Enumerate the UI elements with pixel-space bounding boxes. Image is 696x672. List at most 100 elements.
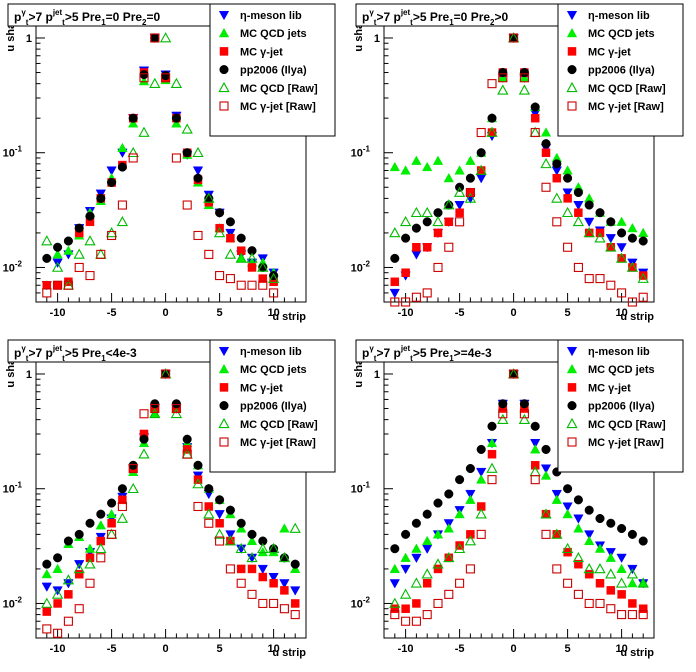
- data-point: [74, 569, 84, 579]
- data-point: [637, 577, 649, 588]
- data-point: [509, 369, 519, 379]
- legend-label: MC QCD jets: [240, 28, 307, 40]
- data-point: [595, 513, 605, 524]
- data-point: [530, 475, 540, 485]
- series-qcd_raw: [41, 32, 280, 290]
- data-point: [247, 529, 257, 539]
- legend-label: MC QCD [Raw]: [588, 419, 666, 431]
- data-point: [74, 223, 84, 233]
- data-point: [574, 208, 583, 217]
- x-tick-label: 0: [511, 307, 517, 319]
- data-point: [390, 253, 400, 263]
- data-point: [551, 489, 562, 500]
- data-point: [411, 616, 421, 626]
- data-point: [475, 164, 487, 175]
- data-point: [432, 215, 444, 227]
- data-point: [562, 508, 573, 519]
- data-point: [139, 73, 149, 83]
- data-point: [615, 577, 628, 588]
- data-point: [509, 33, 519, 43]
- y-tick-label: 10-2: [3, 259, 23, 274]
- data-point: [401, 268, 410, 277]
- x-tick-label: 10: [615, 643, 627, 655]
- legend-label: MC γ-jet [Raw]: [588, 101, 664, 113]
- data-point: [161, 73, 171, 83]
- x-tick-label: 5: [217, 643, 223, 655]
- legend-marker: [218, 346, 230, 357]
- data-point: [616, 563, 627, 573]
- title-box: pγt>7 pjett>5 Pre1>=4e-3: [355, 339, 587, 363]
- data-point: [215, 271, 225, 281]
- data-markers: [389, 32, 649, 307]
- data-point: [171, 403, 181, 414]
- data-point: [476, 467, 487, 478]
- data-point: [541, 139, 551, 149]
- data-point: [486, 462, 498, 473]
- data-point: [118, 495, 127, 505]
- data-point: [487, 449, 497, 459]
- data-point: [530, 421, 540, 431]
- data-point: [444, 489, 454, 499]
- data-point: [453, 186, 466, 197]
- data-point: [606, 280, 616, 290]
- data-point: [107, 230, 117, 241]
- data-point: [497, 84, 509, 95]
- data-point: [433, 262, 443, 273]
- legend-frame: [209, 339, 336, 473]
- data-point: [171, 118, 182, 128]
- data-point: [269, 288, 279, 298]
- data-point: [149, 77, 161, 88]
- data-point: [530, 461, 540, 470]
- data-point: [628, 599, 637, 608]
- data-point: [85, 518, 95, 528]
- x-tick-label: -5: [455, 307, 465, 319]
- data-point: [638, 604, 648, 613]
- legend: η-meson lib MC QCD jets MC γ-jet pp2006 (Il…: [557, 3, 684, 137]
- data-point: [214, 510, 225, 520]
- data-point: [192, 478, 204, 489]
- data-point: [389, 161, 400, 172]
- data-point: [464, 535, 477, 546]
- data-point: [498, 73, 508, 83]
- data-point: [455, 475, 465, 485]
- legend: η-meson lib MC QCD jets MC γ-jet pp2006 (Il…: [209, 339, 336, 473]
- data-point: [280, 586, 289, 595]
- data-point: [236, 518, 246, 528]
- data-point: [389, 288, 400, 299]
- legend-marker: [567, 401, 577, 411]
- data-point: [289, 522, 301, 533]
- data-point: [182, 449, 192, 459]
- data-point: [117, 484, 127, 494]
- data-point: [204, 249, 214, 259]
- data-point: [486, 126, 498, 137]
- data-point: [572, 551, 585, 563]
- data-point: [541, 444, 551, 454]
- data-point: [52, 586, 63, 596]
- data-point: [552, 564, 562, 574]
- data-point: [617, 523, 627, 534]
- data-point: [412, 599, 421, 608]
- data-point: [541, 182, 551, 192]
- data-point: [454, 201, 465, 211]
- data-point: [411, 223, 421, 233]
- data-point: [258, 280, 268, 290]
- data-point: [573, 201, 584, 211]
- data-point: [454, 508, 465, 519]
- data-point: [422, 288, 432, 298]
- data-point: [225, 530, 236, 540]
- data-point: [638, 271, 648, 280]
- legend-label: MC QCD [Raw]: [240, 83, 318, 95]
- x-tick-label: 5: [565, 307, 571, 319]
- x-tick-label: -5: [107, 307, 117, 319]
- legend-marker: [218, 10, 230, 21]
- data-point: [400, 564, 411, 575]
- data-point: [117, 200, 127, 210]
- legend-marker: [566, 10, 578, 21]
- x-axis-label: u strip: [272, 311, 306, 323]
- x-tick-label: -10: [398, 307, 414, 319]
- data-point: [584, 200, 594, 210]
- data-point: [530, 444, 541, 454]
- data-point: [422, 217, 432, 227]
- data-point: [466, 530, 475, 539]
